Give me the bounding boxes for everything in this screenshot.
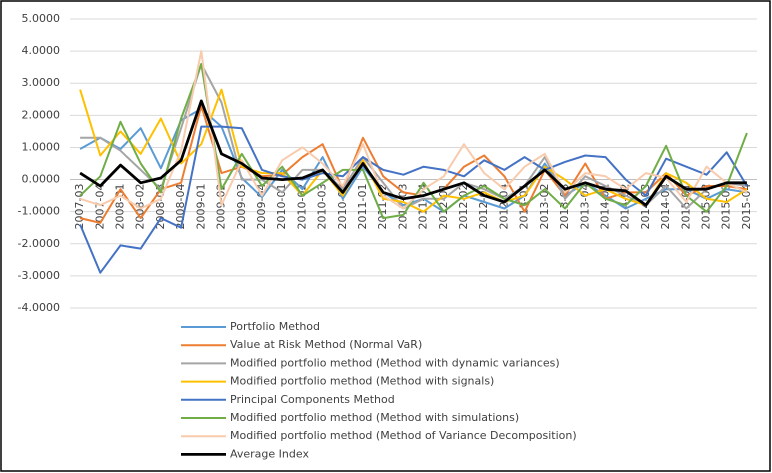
y-tick-label: 5.0000 — [22, 12, 61, 25]
x-tick-label: 2013-01 — [518, 184, 531, 230]
y-tick-label: 2.0000 — [22, 108, 61, 121]
legend-label: Modified portfolio method (Method of Var… — [230, 429, 577, 442]
x-tick-label: 2009-03 — [235, 184, 248, 230]
series-line — [79, 107, 748, 213]
x-tick-label: 2009-01 — [194, 184, 207, 230]
legend-label: Modified portfolio method (Method with s… — [230, 411, 519, 424]
series-line — [79, 50, 748, 210]
y-tick-label: -3.0000 — [18, 269, 60, 282]
x-tick-label: 2009-02 — [215, 184, 228, 230]
y-tick-label: -2.0000 — [18, 237, 60, 250]
x-tick-label: 2008-02 — [134, 184, 147, 230]
x-tick-label: 2010-01 — [275, 184, 288, 230]
legend-label: Portfolio Method — [230, 320, 320, 333]
y-tick-label: 4.0000 — [22, 44, 61, 57]
legend-label: Average Index — [230, 447, 309, 460]
legend-label: Principal Components Method — [230, 393, 395, 406]
legend-label: Value at Risk Method (Normal VaR) — [230, 338, 422, 351]
x-tick-label: 2015-04 — [740, 184, 753, 230]
series-line — [79, 104, 748, 224]
y-tick-label: 0.0000 — [22, 173, 61, 186]
x-tick-label: 2012-04 — [497, 184, 510, 230]
legend-label: Modified portfolio method (Method with s… — [230, 375, 494, 388]
x-tick-label: 2014-04 — [659, 184, 672, 230]
y-tick-label: 3.0000 — [22, 76, 61, 89]
x-tick-label: 2012-02 — [457, 184, 470, 230]
y-tick-label: -4.0000 — [18, 301, 60, 314]
series-line — [79, 99, 747, 207]
x-tick-label: 2010-03 — [316, 184, 329, 230]
series-line — [79, 125, 748, 274]
x-tick-label: 2014-03 — [639, 184, 652, 230]
legend-label: Modified portfolio method (Method with d… — [230, 356, 560, 369]
series-line — [79, 88, 748, 213]
y-tick-label: -1.0000 — [18, 205, 60, 218]
x-tick-label: 2014-02 — [619, 184, 632, 230]
y-tick-label: 1.0000 — [22, 140, 61, 153]
x-tick-label: 2011-01 — [356, 184, 369, 230]
x-tick-label: 2013-02 — [538, 184, 551, 230]
x-tick-label: 2015-03 — [720, 184, 733, 230]
